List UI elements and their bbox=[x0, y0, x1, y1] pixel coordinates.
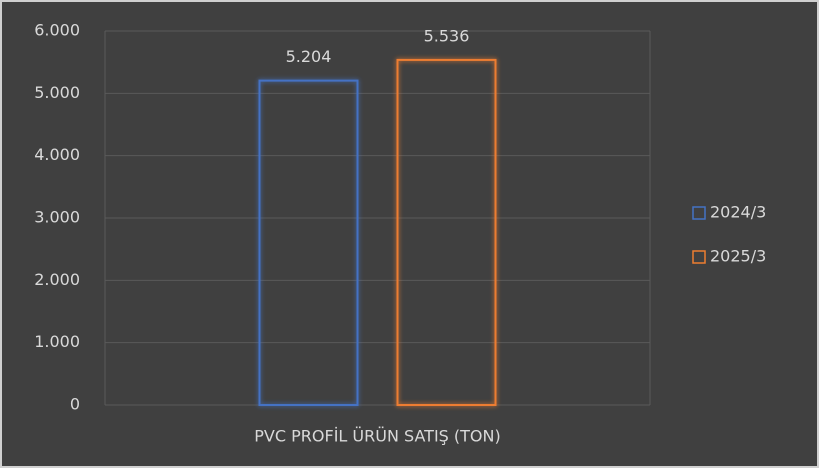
legend-swatch bbox=[692, 250, 706, 264]
legend-label: 2025/3 bbox=[710, 247, 766, 266]
y-tick-label: 5.000 bbox=[34, 83, 80, 102]
y-tick-label: 2.000 bbox=[34, 270, 80, 289]
x-tick-label: PVC PROFİL ÜRÜN SATIŞ (TON) bbox=[254, 427, 500, 446]
data-label: 5.536 bbox=[424, 26, 470, 45]
y-tick-label: 6.000 bbox=[34, 21, 80, 40]
y-tick-label: 1.000 bbox=[34, 332, 80, 351]
data-label: 5.204 bbox=[286, 47, 332, 66]
y-tick-label: 0 bbox=[70, 395, 80, 414]
legend-swatch bbox=[692, 206, 706, 220]
y-tick-label: 3.000 bbox=[34, 208, 80, 227]
bar bbox=[396, 58, 497, 406]
legend-label: 2024/3 bbox=[710, 203, 766, 222]
y-tick-label: 4.000 bbox=[34, 145, 80, 164]
bar bbox=[258, 79, 359, 406]
